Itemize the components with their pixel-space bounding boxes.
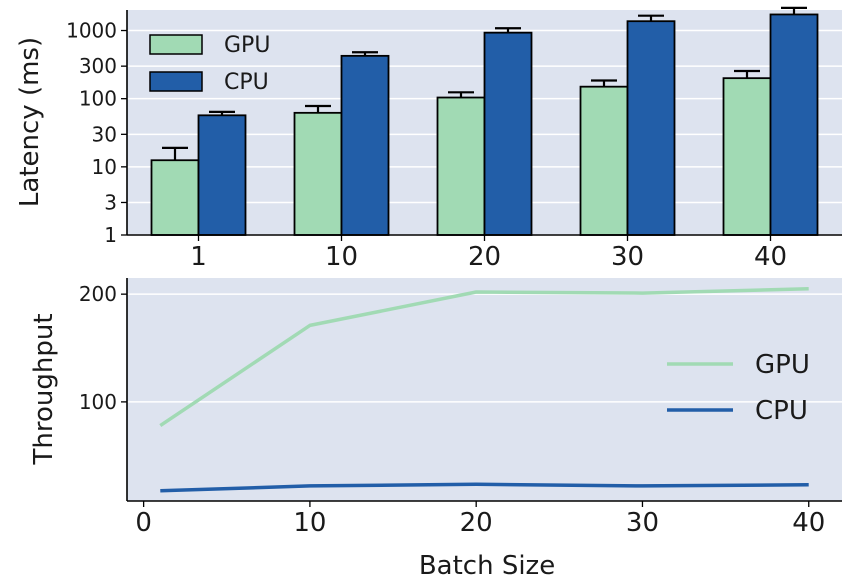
latency-bar-gpu <box>293 111 343 236</box>
latency-y-tick-label: 30 <box>92 122 117 146</box>
latency-bar-cpu <box>769 13 819 236</box>
latency-y-ticks: 1 3 10 30 100 300 1000 <box>66 19 127 247</box>
latency-y-tick-label: 300 <box>79 54 117 78</box>
throughput-x-ticks: 0 10 20 30 40 <box>135 501 825 538</box>
latency-bar-gpu <box>579 85 629 236</box>
throughput-x-axis-label: Batch Size <box>419 551 555 578</box>
latency-y-tick-label: 10 <box>92 155 117 179</box>
latency-bar-cpu <box>340 54 390 236</box>
latency-bar-cpu <box>483 31 533 236</box>
legend-label-cpu: CPU <box>755 396 808 426</box>
latency-x-tick-label: 10 <box>325 242 358 272</box>
throughput-y-tick-label: 200 <box>79 282 117 306</box>
latency-x-tick-label: 20 <box>468 242 501 272</box>
throughput-gridlines <box>127 293 842 403</box>
latency-x-tick-label: 40 <box>754 242 787 272</box>
throughput-x-tick-label: 0 <box>135 508 152 538</box>
throughput-x-tick-label: 20 <box>460 508 493 538</box>
throughput-y-axis-label: Throughput <box>29 313 59 465</box>
legend-label-cpu: CPU <box>224 70 269 95</box>
throughput-plot-background <box>127 278 842 501</box>
latency-y-tick-label: 3 <box>104 190 117 214</box>
throughput-x-tick-label: 40 <box>792 508 825 538</box>
latency-x-tick-label: 1 <box>190 242 207 272</box>
throughput-x-tick-label: 10 <box>293 508 326 538</box>
latency-error-bars <box>162 6 807 161</box>
throughput-line-chart: 100 200 0 10 20 30 40 Throughput Batch Size G… <box>29 278 842 578</box>
throughput-y-tick-label: 100 <box>79 390 117 414</box>
latency-y-axis-label: Latency (ms) <box>15 37 45 207</box>
latency-bar-gpu <box>150 159 200 236</box>
legend-label-gpu: GPU <box>755 350 810 380</box>
legend-swatch-gpu <box>149 34 203 55</box>
latency-y-tick-label: 1000 <box>66 19 117 43</box>
latency-legend: GPU CPU <box>149 33 270 95</box>
legend-swatch-cpu <box>149 71 203 92</box>
latency-y-tick-label: 100 <box>79 87 117 111</box>
latency-y-tick-label: 1 <box>104 223 117 247</box>
latency-x-ticks: 1 10 20 30 40 <box>190 235 787 272</box>
throughput-axes <box>126 278 842 502</box>
latency-bar-gpu <box>722 77 772 236</box>
latency-bar-cpu <box>626 20 676 236</box>
throughput-line-cpu <box>160 482 809 493</box>
throughput-line-gpu <box>159 287 809 428</box>
throughput-y-ticks: 100 200 <box>79 282 127 414</box>
throughput-legend: GPU CPU <box>667 350 810 426</box>
throughput-x-tick-label: 30 <box>626 508 659 538</box>
latency-x-tick-label: 30 <box>611 242 644 272</box>
latency-bar-gpu <box>436 96 486 236</box>
legend-label-gpu: GPU <box>224 33 270 58</box>
latency-bar-cpu <box>197 114 247 236</box>
throughput-lines <box>159 287 809 493</box>
